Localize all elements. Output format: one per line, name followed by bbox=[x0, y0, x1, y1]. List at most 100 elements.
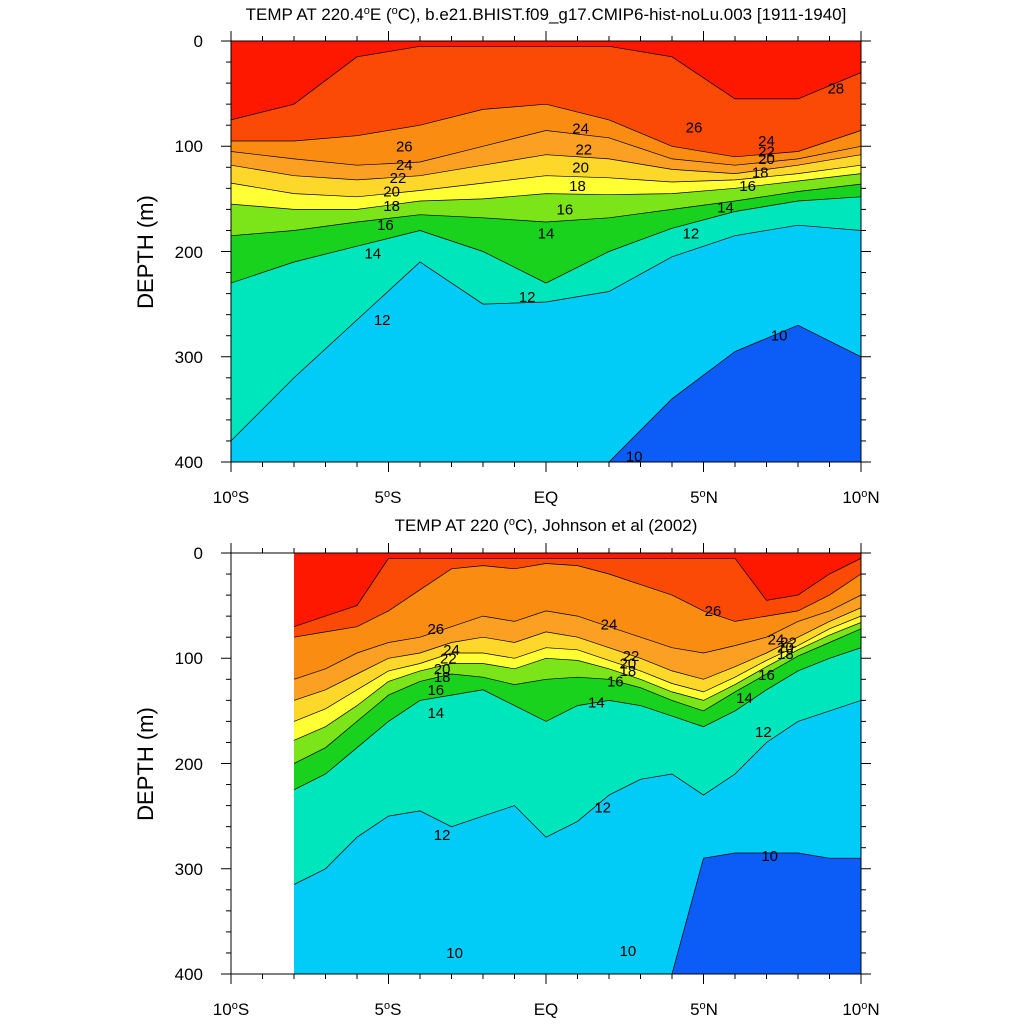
x-tick-label: 5oN bbox=[690, 1000, 718, 1019]
y-tick-label: 100 bbox=[175, 137, 203, 156]
x-tick-label: 10oS bbox=[213, 488, 249, 507]
x-tick-label: 5oS bbox=[375, 1000, 402, 1019]
y-tick-label: 0 bbox=[194, 544, 203, 563]
isotherm-label: 16 bbox=[377, 217, 394, 234]
isotherm-label: 20 bbox=[620, 656, 637, 673]
isotherm-label: 12 bbox=[683, 226, 700, 243]
isotherm-label: 14 bbox=[427, 705, 444, 722]
isotherm-label: 20 bbox=[777, 640, 794, 657]
isotherm-label: 20 bbox=[434, 661, 451, 678]
upper-panel: TEMP AT 220.4oE (oC), b.e21.BHIST.f09_g1… bbox=[133, 5, 880, 507]
isotherm-label: 24 bbox=[572, 120, 589, 137]
isotherm-label: 18 bbox=[569, 178, 586, 195]
x-tick-label: EQ bbox=[534, 1000, 559, 1019]
isotherm-label: 18 bbox=[383, 198, 400, 215]
panel-title: TEMP AT 220 (oC), Johnson et al (2002) bbox=[395, 516, 698, 535]
isotherm-label: 22 bbox=[623, 648, 640, 665]
isotherm-label: 24 bbox=[601, 617, 618, 634]
y-axis-label: DEPTH (m) bbox=[133, 707, 158, 821]
isotherm-label: 26 bbox=[705, 603, 722, 620]
isotherm-label: 18 bbox=[620, 663, 637, 680]
x-tick-label: 5oS bbox=[375, 488, 402, 507]
isotherm-label: 20 bbox=[383, 184, 400, 201]
isotherm-label: 18 bbox=[777, 646, 794, 663]
temperature-band-below-10 bbox=[294, 853, 861, 974]
isotherm-28 bbox=[293, 557, 861, 628]
temperature-band-28 bbox=[294, 553, 861, 627]
isotherm-label: 18 bbox=[752, 165, 769, 182]
isotherm-label: 12 bbox=[374, 312, 391, 329]
y-tick-label: 300 bbox=[175, 860, 203, 879]
isotherm-label: 26 bbox=[396, 138, 413, 155]
isotherm-label: 24 bbox=[768, 631, 785, 648]
isotherm-label: 26 bbox=[686, 119, 703, 136]
x-tick-label: 5oN bbox=[690, 488, 718, 507]
axis-ticks bbox=[221, 31, 871, 472]
isotherm-20 bbox=[231, 164, 861, 198]
isotherm-12 bbox=[231, 224, 861, 442]
isotherm-10 bbox=[231, 324, 861, 462]
isotherm-label: 16 bbox=[427, 682, 444, 699]
isotherm-20 bbox=[293, 615, 861, 722]
isotherm-label: 10 bbox=[626, 449, 643, 466]
y-tick-label: 200 bbox=[175, 755, 203, 774]
isotherm-label: 22 bbox=[780, 635, 797, 652]
isotherm-26 bbox=[231, 103, 861, 158]
isotherm-16 bbox=[231, 183, 861, 237]
isotherm-14 bbox=[293, 647, 861, 791]
isotherm-label: 24 bbox=[758, 133, 775, 150]
y-tick-label: 400 bbox=[175, 965, 203, 984]
isotherm-28 bbox=[231, 45, 861, 121]
isotherm-label: 14 bbox=[736, 690, 753, 707]
isotherm-label: 14 bbox=[538, 226, 555, 243]
isotherm-label: 28 bbox=[827, 80, 844, 97]
isotherm-label: 12 bbox=[519, 289, 536, 306]
isotherm-18 bbox=[231, 173, 861, 210]
isotherm-label: 12 bbox=[755, 724, 772, 741]
x-tick-label: EQ bbox=[534, 488, 559, 507]
isotherm-lines bbox=[231, 45, 861, 462]
y-tick-label: 200 bbox=[175, 243, 203, 262]
x-tick-label: 10oN bbox=[842, 488, 879, 507]
isotherm-label: 24 bbox=[396, 157, 413, 174]
panel-title: TEMP AT 220.4oE (oC), b.e21.BHIST.f09_g1… bbox=[246, 5, 847, 24]
isotherm-12 bbox=[293, 700, 861, 885]
isotherm-16 bbox=[293, 628, 861, 764]
axis-ticks bbox=[221, 543, 871, 984]
isotherm-label: 12 bbox=[594, 800, 611, 817]
y-axis-label: DEPTH (m) bbox=[133, 195, 158, 309]
isotherm-22 bbox=[293, 607, 861, 701]
isotherm-label: 22 bbox=[575, 141, 592, 158]
temperature-band-below-10 bbox=[231, 325, 861, 462]
isotherm-label: 24 bbox=[443, 642, 460, 659]
isotherm-label: 10 bbox=[446, 945, 463, 962]
y-tick-label: 400 bbox=[175, 453, 203, 472]
isotherm-22 bbox=[231, 154, 861, 181]
lower-panel: TEMP AT 220 (oC), Johnson et al (2002) 2… bbox=[133, 516, 880, 1019]
isotherm-18 bbox=[293, 622, 861, 741]
isotherm-14 bbox=[231, 196, 861, 284]
isotherm-lines bbox=[293, 557, 861, 974]
x-tick-label: 10oS bbox=[213, 1000, 249, 1019]
isotherm-label: 26 bbox=[427, 621, 444, 638]
x-tick-label: 10oN bbox=[842, 1000, 879, 1019]
isotherm-label: 14 bbox=[588, 695, 605, 712]
isotherm-label: 16 bbox=[758, 667, 775, 684]
isotherm-label: 10 bbox=[761, 848, 778, 865]
isotherm-label: 16 bbox=[739, 178, 756, 195]
isotherm-label: 22 bbox=[390, 170, 407, 187]
isotherm-label: 22 bbox=[440, 650, 457, 667]
isotherm-24 bbox=[231, 130, 861, 166]
y-tick-label: 0 bbox=[194, 32, 203, 51]
isotherm-label: 14 bbox=[717, 199, 734, 216]
temperature-band-28 bbox=[231, 41, 861, 120]
isotherm-label: 16 bbox=[607, 673, 624, 690]
y-tick-label: 300 bbox=[175, 348, 203, 367]
isotherm-26 bbox=[293, 563, 861, 638]
isotherm-label: 16 bbox=[557, 201, 574, 218]
y-tick-label: 100 bbox=[175, 649, 203, 668]
isotherm-24 bbox=[293, 594, 861, 680]
